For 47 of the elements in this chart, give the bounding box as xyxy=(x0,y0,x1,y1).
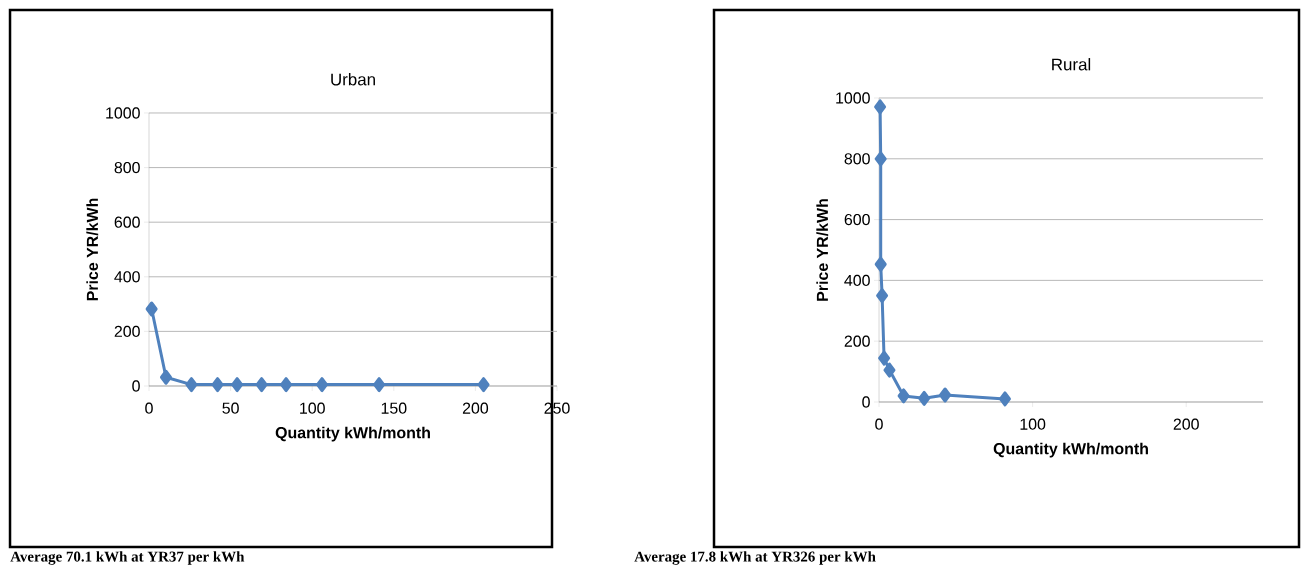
y-tick-label: 600 xyxy=(844,213,870,226)
point xyxy=(918,390,931,406)
point xyxy=(159,369,172,385)
y-axis-title: Price YR/kWh xyxy=(86,198,99,301)
y-tick-label: 800 xyxy=(844,153,870,165)
point xyxy=(939,387,952,403)
point xyxy=(145,301,158,317)
y-tick-label: 1000 xyxy=(836,92,870,104)
point xyxy=(280,377,293,393)
point xyxy=(185,377,198,393)
x-tick-label: 0 xyxy=(875,418,883,430)
chart-title: Rural xyxy=(1052,58,1091,71)
y-axis-title: Price YR/kWh xyxy=(816,199,829,301)
x-tick-label: 150 xyxy=(381,402,407,414)
x-tick-label: 200 xyxy=(462,402,489,414)
x-tick-label: 100 xyxy=(1020,418,1046,430)
y-tick-label: 600 xyxy=(114,216,140,228)
x-tick-label: 0 xyxy=(145,402,153,414)
text: Average 17.8 kWh at YR326 per kWh xyxy=(634,551,876,565)
point xyxy=(316,377,329,393)
point xyxy=(211,377,224,393)
point xyxy=(874,99,887,115)
point xyxy=(998,391,1011,407)
point xyxy=(883,362,896,378)
point xyxy=(897,388,910,404)
text: Average 70.1 kWh at YR37 per kWh xyxy=(10,551,245,565)
point xyxy=(878,350,891,366)
x-axis-title: Quantity kWh/month xyxy=(993,442,1148,458)
point xyxy=(876,288,889,304)
y-tick-label: 200 xyxy=(844,335,870,347)
y-tick-label: 400 xyxy=(114,271,140,283)
y-tick-label: 0 xyxy=(132,380,140,392)
point xyxy=(373,377,386,393)
x-axis-title: Quantity kWh/month xyxy=(275,426,430,442)
y-tick-label: 400 xyxy=(844,274,870,287)
y-tick-label: 1000 xyxy=(106,107,140,119)
x-tick-label: 200 xyxy=(1173,418,1199,430)
point xyxy=(255,377,268,393)
y-tick-label: 200 xyxy=(114,325,140,338)
y-tick-label: 800 xyxy=(114,161,140,174)
x-tick-label: 50 xyxy=(222,402,239,414)
point xyxy=(477,377,490,393)
point xyxy=(874,151,887,167)
point xyxy=(874,256,887,272)
x-tick-label: 100 xyxy=(300,402,325,414)
chart-title: Urban xyxy=(331,73,375,86)
point xyxy=(231,377,244,393)
